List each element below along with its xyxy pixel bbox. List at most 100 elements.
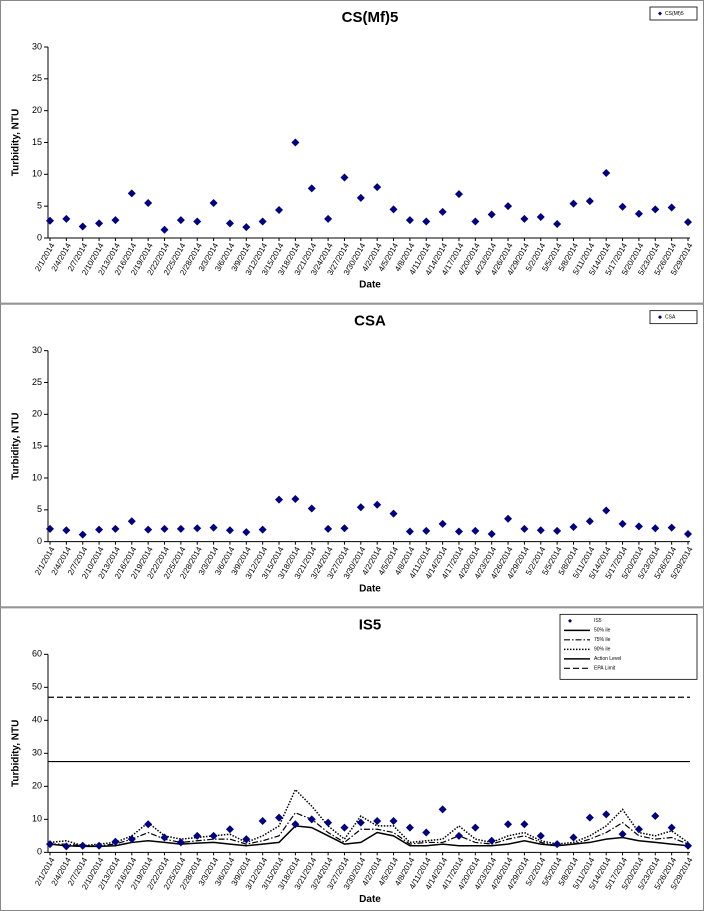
legend-label: 90% ile <box>594 647 611 653</box>
data-point <box>160 833 169 842</box>
data-point <box>651 812 660 821</box>
y-tick-label: 25 <box>32 73 42 83</box>
y-tick-label: 0 <box>37 232 42 242</box>
y-axis-label: Turbidity, NTU <box>11 109 22 176</box>
data-point <box>176 524 185 533</box>
y-axis-label: Turbidity, NTU <box>11 720 22 787</box>
legend-label: IS5 <box>594 618 602 624</box>
y-tick-label: 30 <box>32 41 42 51</box>
data-point <box>46 524 54 533</box>
data-point <box>634 209 643 218</box>
chart-title: CSA <box>354 313 386 330</box>
legend-box <box>559 613 698 680</box>
y-tick-label: 15 <box>32 441 42 451</box>
data-point <box>291 820 300 829</box>
data-point <box>422 828 431 837</box>
data-point <box>618 830 627 839</box>
data-point <box>144 820 153 829</box>
data-line <box>50 811 689 847</box>
data-point <box>307 184 316 193</box>
y-tick-label: 20 <box>32 105 42 115</box>
legend-marker <box>568 618 572 623</box>
data-point <box>291 138 300 147</box>
data-point <box>536 831 545 840</box>
data-point <box>193 524 202 533</box>
data-point <box>340 524 349 533</box>
y-tick-label: 0 <box>37 847 42 857</box>
y-tick-label: 50 <box>32 682 42 692</box>
data-point <box>258 217 267 226</box>
data-point <box>553 526 562 535</box>
data-point <box>324 214 333 223</box>
data-point <box>471 526 480 535</box>
data-point <box>667 203 676 212</box>
chart-title: IS5 <box>359 616 382 633</box>
data-point <box>160 225 169 234</box>
data-point <box>585 813 594 822</box>
x-axis-label: Date <box>359 894 381 905</box>
data-point <box>651 524 660 533</box>
data-point <box>95 841 104 850</box>
data-point <box>553 219 562 228</box>
legend-label: 75% ile <box>594 637 611 643</box>
data-point <box>225 526 234 535</box>
data-point <box>454 190 463 199</box>
data-point <box>127 517 136 526</box>
data-point <box>144 525 153 534</box>
y-tick-label: 60 <box>32 649 42 659</box>
y-tick-label: 15 <box>32 137 42 147</box>
data-point <box>95 525 104 534</box>
legend-marker <box>658 315 662 320</box>
data-point <box>553 840 562 849</box>
x-axis-label: Date <box>359 280 381 291</box>
data-point <box>422 217 431 226</box>
data-point <box>127 189 136 198</box>
data-point <box>78 530 87 539</box>
data-point <box>667 823 676 832</box>
data-line <box>49 825 689 848</box>
legend-label: EPA Limit <box>594 666 616 672</box>
data-point <box>602 810 611 819</box>
data-point <box>275 205 284 214</box>
y-tick-label: 10 <box>32 169 42 179</box>
data-point <box>602 169 611 178</box>
data-point <box>487 530 496 539</box>
data-point <box>389 816 398 825</box>
data-point <box>585 517 594 526</box>
data-point <box>111 837 120 846</box>
data-point <box>225 219 234 228</box>
data-point <box>618 519 627 528</box>
data-point <box>225 825 234 834</box>
data-point <box>62 214 71 223</box>
data-point <box>471 217 480 226</box>
data-point <box>258 816 267 825</box>
legend-label: 50% ile <box>594 628 611 634</box>
data-point <box>634 825 643 834</box>
y-tick-label: 0 <box>37 536 42 546</box>
y-tick-label: 10 <box>32 472 42 482</box>
y-tick-label: 30 <box>32 748 42 758</box>
data-point <box>373 183 382 192</box>
data-point <box>569 199 578 208</box>
data-point <box>307 815 316 824</box>
data-point <box>111 524 120 533</box>
legend-box <box>649 310 698 325</box>
data-line <box>49 788 689 847</box>
data-point <box>209 523 218 532</box>
data-point <box>78 222 87 231</box>
data-point <box>373 816 382 825</box>
y-axis-label: Turbidity, NTU <box>11 412 22 479</box>
data-point <box>62 526 71 535</box>
y-tick-label: 40 <box>32 715 42 725</box>
legend-marker <box>658 11 662 16</box>
data-point <box>324 524 333 533</box>
data-point <box>602 506 611 515</box>
data-point <box>487 836 496 845</box>
chart-title: CS(Mf)5 <box>342 9 399 26</box>
data-point <box>144 198 153 207</box>
y-tick-label: 5 <box>37 504 42 514</box>
data-point <box>405 823 414 832</box>
data-point <box>634 522 643 531</box>
data-point <box>324 818 333 827</box>
